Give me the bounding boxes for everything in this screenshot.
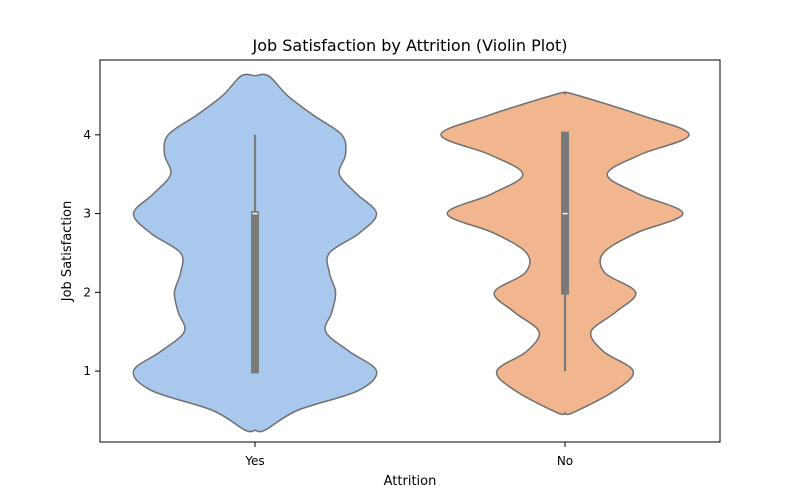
y-axis-label: Job Satisfaction	[60, 201, 75, 302]
violin-yes	[132, 73, 378, 433]
x-axis-label: Attrition	[384, 474, 437, 489]
violin-no	[440, 91, 690, 416]
y-tick-label: 1	[83, 364, 91, 378]
chart-title: Job Satisfaction by Attrition (Violin Pl…	[252, 36, 568, 55]
x-tick-label-no: No	[557, 454, 573, 468]
y-tick-label: 3	[83, 207, 91, 221]
x-tick-label-yes: Yes	[244, 454, 264, 468]
plot-frame	[99, 59, 721, 443]
violins-layer	[132, 73, 690, 433]
axes-layer: 1 2 3 4 Yes No	[83, 128, 573, 468]
iqr-box	[251, 211, 259, 374]
y-tick-label: 2	[83, 285, 91, 299]
y-tick-label: 4	[83, 128, 91, 142]
